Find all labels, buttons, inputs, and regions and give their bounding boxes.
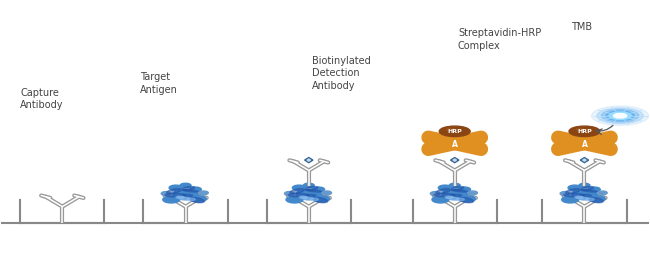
Ellipse shape [609, 112, 631, 120]
Ellipse shape [581, 186, 593, 191]
Ellipse shape [313, 197, 328, 203]
Ellipse shape [458, 197, 473, 203]
Ellipse shape [447, 197, 454, 199]
Polygon shape [580, 158, 589, 163]
Ellipse shape [300, 197, 308, 199]
Ellipse shape [606, 111, 634, 121]
Ellipse shape [162, 196, 180, 203]
Text: Biotinylated
Detection
Antibody: Biotinylated Detection Antibody [312, 56, 370, 90]
Ellipse shape [447, 128, 454, 131]
Ellipse shape [304, 197, 313, 200]
Ellipse shape [182, 186, 194, 191]
Ellipse shape [176, 196, 183, 198]
Text: Capture
Antibody: Capture Antibody [20, 88, 64, 110]
Ellipse shape [434, 193, 455, 197]
Ellipse shape [442, 190, 467, 200]
Ellipse shape [180, 183, 191, 188]
Ellipse shape [469, 191, 478, 195]
Ellipse shape [586, 198, 594, 201]
Ellipse shape [187, 198, 195, 201]
Polygon shape [453, 159, 456, 161]
Ellipse shape [304, 194, 316, 197]
Ellipse shape [181, 194, 192, 197]
Ellipse shape [449, 197, 460, 200]
Ellipse shape [588, 197, 603, 203]
Ellipse shape [569, 126, 600, 136]
Ellipse shape [322, 191, 332, 195]
Ellipse shape [190, 196, 207, 202]
Ellipse shape [166, 189, 181, 194]
Ellipse shape [310, 198, 318, 201]
Ellipse shape [582, 190, 597, 192]
Ellipse shape [572, 190, 597, 200]
Ellipse shape [173, 190, 198, 200]
Ellipse shape [590, 196, 605, 202]
Ellipse shape [306, 186, 318, 191]
Text: TMB: TMB [571, 22, 593, 31]
Ellipse shape [430, 192, 440, 196]
Ellipse shape [577, 197, 584, 199]
Ellipse shape [568, 185, 581, 191]
Ellipse shape [575, 196, 582, 198]
Ellipse shape [292, 185, 306, 191]
Ellipse shape [304, 183, 314, 188]
Ellipse shape [614, 114, 627, 118]
Ellipse shape [439, 126, 470, 136]
Ellipse shape [189, 197, 204, 203]
Ellipse shape [566, 189, 580, 194]
Ellipse shape [169, 185, 183, 191]
Ellipse shape [314, 196, 330, 202]
Text: HRP: HRP [577, 129, 592, 134]
Ellipse shape [286, 196, 303, 203]
Ellipse shape [183, 190, 198, 192]
Ellipse shape [299, 196, 307, 198]
Ellipse shape [438, 185, 452, 191]
Ellipse shape [290, 189, 304, 194]
Ellipse shape [288, 193, 309, 197]
Ellipse shape [177, 197, 185, 199]
Ellipse shape [564, 193, 585, 197]
Ellipse shape [592, 106, 649, 126]
Ellipse shape [449, 183, 460, 188]
Ellipse shape [458, 187, 471, 192]
Text: HRP: HRP [447, 129, 462, 134]
Ellipse shape [456, 198, 464, 201]
Ellipse shape [432, 196, 449, 203]
Ellipse shape [579, 183, 590, 188]
Ellipse shape [313, 187, 324, 192]
Ellipse shape [598, 191, 607, 195]
Ellipse shape [436, 189, 450, 194]
Ellipse shape [306, 190, 322, 192]
Ellipse shape [576, 128, 584, 131]
Ellipse shape [588, 187, 600, 192]
Text: A: A [582, 140, 588, 149]
Ellipse shape [165, 193, 186, 197]
Polygon shape [582, 159, 586, 161]
Ellipse shape [580, 194, 592, 197]
Ellipse shape [452, 190, 467, 192]
Polygon shape [305, 158, 313, 163]
Ellipse shape [450, 194, 461, 197]
Text: A: A [452, 140, 458, 149]
Ellipse shape [560, 192, 570, 196]
Ellipse shape [562, 196, 578, 203]
Text: Target
Antigen: Target Antigen [140, 72, 178, 95]
Ellipse shape [451, 186, 464, 191]
Polygon shape [450, 158, 459, 163]
Ellipse shape [189, 187, 202, 192]
Ellipse shape [285, 192, 294, 196]
Ellipse shape [180, 197, 190, 200]
Ellipse shape [460, 196, 476, 202]
Ellipse shape [296, 190, 322, 200]
Text: Streptavidin-HRP
Complex: Streptavidin-HRP Complex [458, 28, 541, 51]
Ellipse shape [579, 197, 589, 200]
Ellipse shape [199, 191, 208, 195]
Ellipse shape [597, 108, 644, 123]
Polygon shape [307, 159, 311, 161]
Ellipse shape [601, 109, 639, 122]
Ellipse shape [161, 192, 171, 196]
Ellipse shape [445, 196, 452, 198]
